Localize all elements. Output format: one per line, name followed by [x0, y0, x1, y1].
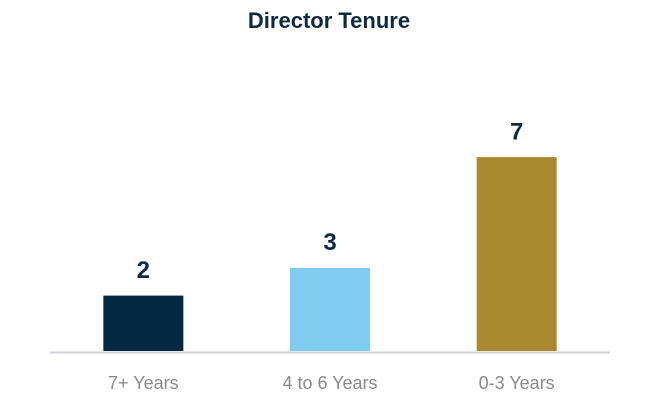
chart-title: Director Tenure [248, 8, 410, 33]
x-tick-label: 7+ Years [108, 373, 179, 393]
bar [476, 157, 557, 351]
data-label: 2 [137, 257, 150, 284]
data-label: 7 [510, 118, 523, 145]
bar [290, 267, 370, 351]
x-tick-label: 4 to 6 Years [282, 373, 377, 393]
bar [103, 295, 184, 351]
data-label: 3 [323, 229, 336, 256]
x-tick-label: 0-3 Years [479, 373, 555, 393]
